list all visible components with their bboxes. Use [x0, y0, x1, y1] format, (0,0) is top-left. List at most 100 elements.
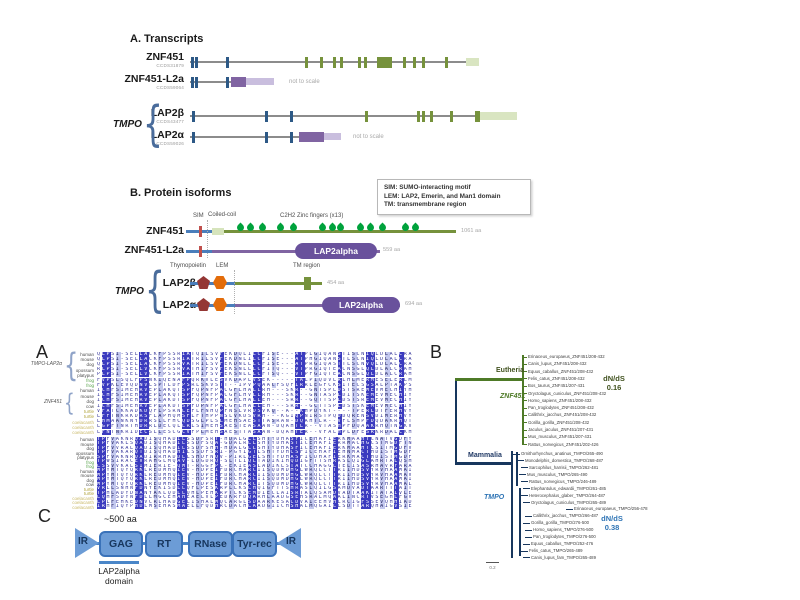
- tree-leaf-label: Ornithorhynchus_anatinus_TMPO/265-490: [521, 451, 603, 456]
- tmpo-protein-group-label: TMPO: [115, 286, 144, 297]
- transcript-ccds-id: CCDS43477: [156, 119, 184, 124]
- znf451-sim-motif: [199, 226, 202, 237]
- not-to-scale-note: not to scale: [353, 133, 384, 140]
- lap2alpha-domain-caption: LAP2alpha domain: [86, 566, 152, 586]
- exon-green: [417, 110, 420, 122]
- dotted-divider-znf451: [207, 220, 208, 258]
- exon-blue: [191, 56, 194, 68]
- lap2b-thymopoietin-pentagon: [197, 276, 210, 289]
- alignment-sequence-row: ICHFSIMEHRVEPLAKDTSPFQPNFPACGFLHALLEH---…: [97, 398, 414, 404]
- coiled-coil-annotation: Coiled-coil: [208, 212, 237, 218]
- alignment-sequence-row: RLPSI-SELLVCKFPSSRVATHIFSVFEKSNLLLCFITQ-…: [97, 367, 414, 373]
- tree-branch-tick: [523, 429, 527, 431]
- tree-branch-tick: [521, 481, 528, 483]
- lap2alpha-exon-purple: [299, 132, 324, 142]
- exon-green: [365, 110, 368, 122]
- l2a-sim-motif: [199, 246, 202, 257]
- alignment-sequence-row: FVPSLSQLFPSNKIQENAFPQRKVLESVKDAPLVSEK---…: [97, 377, 414, 383]
- alignment-sequence-row: MPYMTQYQRKLREDMHQIEV-HDPEIFDRCHARCITSQDM…: [97, 481, 414, 487]
- exon-blue: [195, 56, 198, 68]
- tree-leaf-label: Pan_troglodytes_TMPO/276-500: [533, 534, 596, 540]
- eutheria-label: Eutheria: [496, 367, 525, 374]
- legend-box: SIM: SUMO-interacting motif LEM: LAP2, E…: [377, 179, 531, 215]
- tree-branch-tick: [525, 536, 532, 538]
- exon-blue: [290, 110, 293, 122]
- alignment-sequence-row: LHMAANKNYDRRSLLFHCQDSGLPLSLMEHSAESTTASRA…: [97, 419, 414, 425]
- utr-box: [466, 58, 479, 66]
- alignment-species-label: dog: [86, 398, 94, 404]
- alignment-species-label: mouse: [80, 473, 94, 478]
- tree-tmpo-subclade2: [519, 488, 521, 556]
- transcript-ccds-id: CCDS31879: [156, 63, 184, 68]
- tree-leaf-label: Felis_catus_TMPO/265-489: [529, 548, 583, 554]
- right-ir-triangle: [277, 528, 301, 558]
- lap2alpha-domain-caption-line2: domain: [105, 576, 133, 586]
- tree-tmpo-vertical: [511, 451, 513, 558]
- alignment-species-label: coelacanth: [72, 504, 94, 510]
- tree-tmpo-label: TMPO: [484, 494, 505, 501]
- alignment-sequence-row: ICHFSIMEHRVEPLAKDTSPFDPNFPACGFLHALLEH---…: [97, 403, 414, 409]
- tree-leaf-label: Bos_taurus_ZNF451/207-431: [528, 383, 585, 389]
- exon-blue: [192, 131, 195, 143]
- retroelement-box-gag: GAG: [99, 531, 143, 557]
- alignment-species-label: dog: [86, 446, 94, 451]
- alignment-sequence-row: QLPSI-SELLACKFPSSRIATQILSVFEKDQLILCFISE-…: [97, 351, 414, 357]
- l2a-lap2alpha-domain: LAP2alpha: [295, 243, 377, 259]
- alignment-sequence-row: QLPSI-SELLACKFPSSRVATRILSVFEKDNLLLCFISE-…: [97, 361, 414, 367]
- right-ir-label: IR: [286, 536, 296, 547]
- exon-green: [333, 56, 336, 68]
- utr-box: [480, 112, 517, 120]
- tmpo-gene-label: TMPO: [113, 119, 142, 130]
- coiled-coil-box: [212, 228, 224, 235]
- exon-green: [340, 56, 343, 68]
- exon-green: [422, 110, 425, 122]
- lap2alpha-domain-caption-line1: LAP2alpha: [98, 566, 140, 576]
- exon-blue: [290, 131, 293, 143]
- alignment-species-label: opossum: [75, 450, 94, 456]
- lap2b-nterm-line: [190, 282, 235, 285]
- tree-leaf-label: Oryctolagus_cuniculus_TMPO/265-489: [531, 499, 606, 505]
- alignment-sequence-row: TPWSIRACEVRAHGLMQAV-LDGDRQ-SLTLIQLTADIKI…: [97, 459, 414, 464]
- tree-leaf-label: Mus_musculus_ZNF451/207-431: [528, 434, 592, 440]
- tree-branch-tick: [523, 356, 527, 358]
- protein-label-znf451: ZNF451: [146, 225, 184, 237]
- l2a-length: 559 aa: [383, 247, 401, 253]
- alignment-species-label: frog: [86, 464, 94, 469]
- alignment-sequence-row: QLPSI-SELLACKFPSSRIATRILSVFEKDNLILCFISE-…: [97, 356, 414, 362]
- alignment-species-label: human: [80, 352, 94, 357]
- exon-green: [305, 56, 308, 68]
- alignment-sequence-row: TPFVAKLSQADISQHADILSSDFSQA-GDALRLLSHTYDH…: [97, 441, 414, 446]
- alignment-sequence-row: TPFVAKNRQADISQHADILSSDFSRT-HDALGLLSHTYDH…: [97, 436, 414, 442]
- exon-blue: [226, 76, 229, 88]
- lap2a-backbone-line: [235, 304, 400, 307]
- lap2a-nterm-line: [190, 304, 235, 307]
- tree-znf451-stem: [455, 378, 524, 381]
- alignment-species-label: cow: [85, 404, 94, 409]
- lap2b-length: 454 aa: [327, 280, 345, 286]
- exon-blue: [265, 131, 268, 143]
- alignment-sequence-row: LGPFTNRTHDRRLDECQLLRLSIMEHSAESTEASAAN-DQ…: [97, 424, 414, 430]
- tree-leaf-label: Elephantulus_edwardii_TMPO/261-485: [531, 485, 607, 491]
- tree-leaf-label: Canis_lupus_fam_TMPO/265-489: [531, 554, 596, 560]
- tree-branch-tick: [523, 371, 527, 373]
- legend-line-lem: LEM: LAP2, Emerin, and Man1 domain: [384, 192, 501, 200]
- tree-branch-tick: [523, 502, 530, 503]
- tree-branch-tick: [523, 557, 530, 559]
- lap2alpha-exon-purple: [231, 77, 246, 87]
- alignment-sequence-row: MPYMTQYQRKLREDMHQIEV-HDPEIFDRCHARCIISQDM…: [97, 477, 414, 482]
- size-label: ~500 aa: [104, 514, 137, 524]
- protein-label-lap2a: LAP2α: [162, 299, 196, 311]
- dnds-tmpo-title: dN/dS: [601, 514, 623, 523]
- tree-leaf-label: Rattus_norvegicus_ZNF451/202-426: [528, 441, 599, 447]
- exon-green: [445, 56, 448, 68]
- lap2a-lem-hexagon: [213, 298, 227, 311]
- legend-line-sim: SIM: SUMO-interacting motif: [384, 184, 471, 191]
- not-to-scale-note: not to scale: [289, 78, 320, 85]
- tree-leaf-label: Erinaceus_europaeus_ZNF451/208-432: [528, 354, 605, 359]
- exon-blue: [265, 110, 268, 122]
- alignment-sequence-row: VRLLSNHNFDNYEKISDLLQFLPESKRPLLKSLHQIGFTT…: [97, 486, 414, 491]
- alignment-sequence-row: LSSVVKALSIMIERIE-QMT-RGGFPC-EKIEASLADIKL…: [97, 463, 414, 469]
- alignment-species-label: mouse: [80, 393, 94, 399]
- tree-leaf-label: Gorilla_gorilla_ZNF451/208-432: [528, 419, 590, 425]
- tree-branch-tick: [519, 474, 526, 476]
